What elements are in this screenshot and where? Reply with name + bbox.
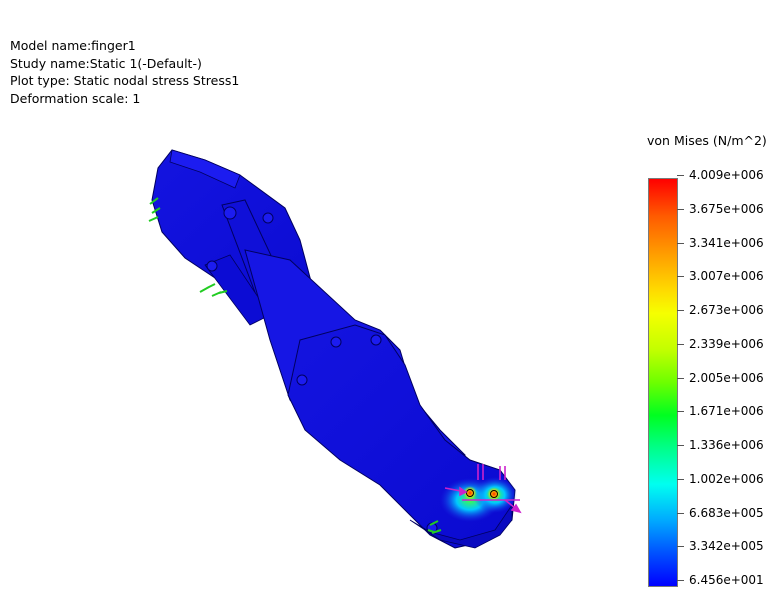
legend-title: von Mises (N/m^2) [647,133,767,148]
colorbar-tick-label: 3.007e+006 [689,269,764,283]
colorbar-tick-mark [677,479,684,480]
colorbar-tick-label: 1.336e+006 [689,438,764,452]
load-arrows [444,464,522,514]
colorbar-tick-label: 1.671e+006 [689,404,764,418]
plot-type-label: Plot type: Static nodal stress Stress1 [10,73,240,88]
colorbar-tick-label: 2.005e+006 [689,371,764,385]
model-name-label: Model name:finger1 [10,38,136,53]
colorbar-tick-mark [677,546,684,547]
colorbar-tick-mark [677,344,684,345]
fixture-icon [427,520,442,534]
finger-model [151,149,517,549]
colorbar-tick-label: 2.673e+006 [689,303,764,317]
colorbar-tick-mark [677,411,684,412]
fixture-icon [199,283,228,297]
colorbar-tick-mark [677,445,684,446]
colorbar-tick-label: 3.341e+006 [689,236,764,250]
colorbar-tick-label: 6.456e+001 [689,573,764,587]
colorbar-tick-mark [677,310,684,311]
colorbar-tick-mark [677,209,684,210]
fixture-icon [148,197,161,222]
study-info: Model name:finger1 Study name:Static 1(-… [10,37,239,107]
colorbar-tick-label: 3.342e+005 [689,539,764,553]
colorbar-tick-label: 6.683e+005 [689,506,764,520]
colorbar-tick-mark [677,276,684,277]
deformation-scale-label: Deformation scale: 1 [10,90,141,106]
colorbar-tick-mark [677,378,684,379]
colorbar-tick-label: 1.002e+006 [689,472,764,486]
colorbar-tick-label: 3.675e+006 [689,202,764,216]
colorbar-tick-mark [677,513,684,514]
colorbar-tick-mark [677,243,684,244]
colorbar-tick-label: 2.339e+006 [689,337,764,351]
colorbar-tick-mark [677,580,684,581]
fixture-markers [148,197,442,534]
stress-colorbar [648,178,678,587]
study-name-label: Study name:Static 1(-Default-) [10,55,202,71]
joint-pin [223,206,237,220]
colorbar-tick-mark [677,175,684,176]
colorbar-tick-label: 4.009e+006 [689,168,764,182]
